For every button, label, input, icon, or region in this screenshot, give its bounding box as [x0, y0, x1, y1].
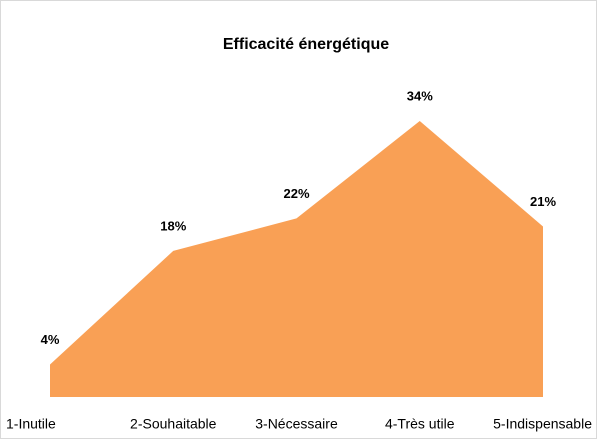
- value-label: 4%: [41, 332, 60, 347]
- area: [50, 121, 543, 397]
- chart-title: Efficacité énergétique: [223, 36, 389, 53]
- x-tick-label: 1-Inutile: [6, 416, 56, 432]
- x-tick-label: 2-Souhaitable: [130, 416, 217, 432]
- x-tick-label: 5-Indispensable: [493, 416, 592, 432]
- x-tick-label: 3-Nécessaire: [255, 416, 338, 432]
- value-label: 21%: [530, 194, 556, 209]
- value-label: 34%: [407, 88, 433, 103]
- value-label: 18%: [160, 218, 186, 233]
- value-label: 22%: [283, 186, 309, 201]
- x-tick-label: 4-Très utile: [385, 416, 455, 432]
